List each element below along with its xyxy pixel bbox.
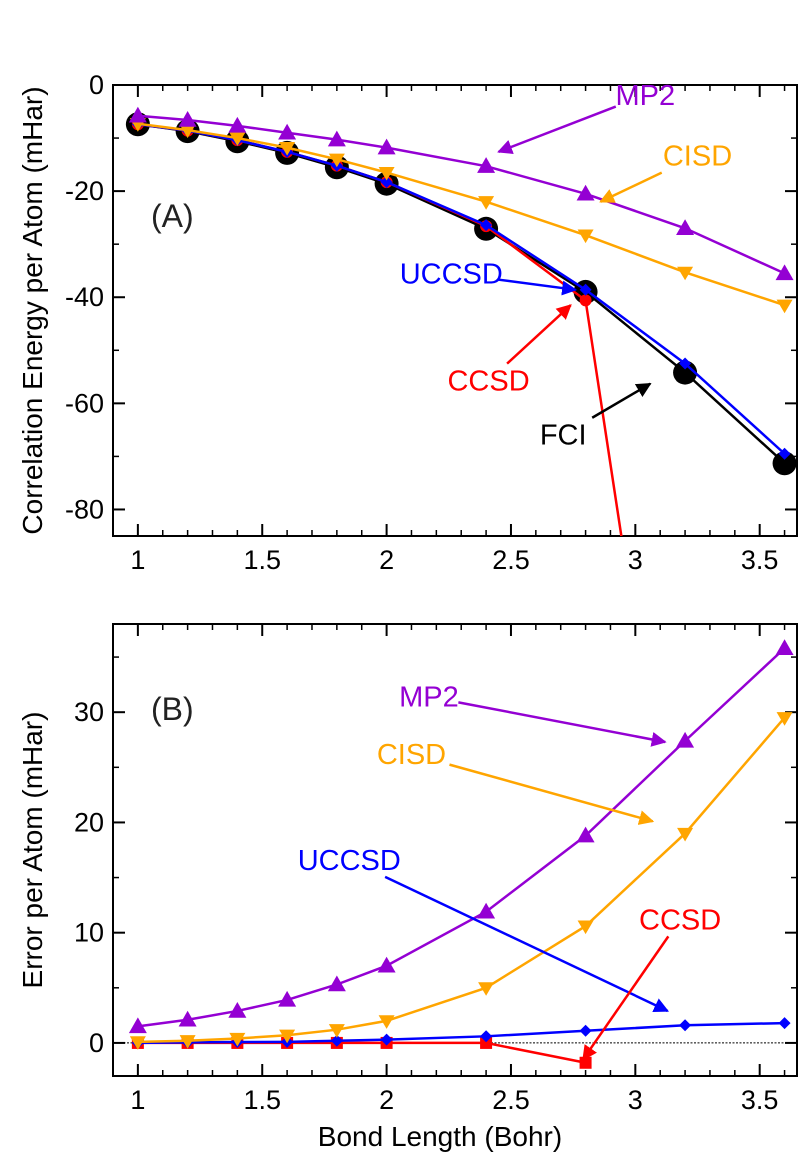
data-point-cisd xyxy=(777,300,793,314)
x-tick-label: 3.5 xyxy=(741,1085,779,1115)
annotation-label-mp2: MP2 xyxy=(615,80,675,112)
data-point-ccsd xyxy=(580,294,592,306)
x-tick-label: 2 xyxy=(379,1085,394,1115)
annotation-arrow-mp2 xyxy=(499,107,616,152)
y-tick-label: 30 xyxy=(74,697,104,727)
annotation-fci: FCI xyxy=(540,384,650,452)
x-tick-label: 2.5 xyxy=(492,1085,530,1115)
annotation-label-ccsd: CCSD xyxy=(447,366,529,398)
y-axis-label: Correlation Energy per Atom (mHar) xyxy=(17,86,48,534)
data-point-uccsd xyxy=(679,1019,691,1031)
annotation-label-fci: FCI xyxy=(540,420,587,452)
x-tick-label: 3.5 xyxy=(741,545,779,575)
x-tick-label: 1.5 xyxy=(243,545,281,575)
x-axis-label: Bond Length (Bohr) xyxy=(318,1121,562,1152)
y-tick-label: -20 xyxy=(65,176,104,206)
annotation-ccsd: CCSD xyxy=(447,305,570,397)
plot-area xyxy=(126,107,797,563)
annotation-arrow-cisd xyxy=(449,765,652,822)
y-tick-label: -60 xyxy=(65,388,104,418)
panel-label: (B) xyxy=(151,691,194,727)
annotation-mp2: MP2 xyxy=(499,80,676,152)
y-tick-label: 0 xyxy=(89,1028,104,1058)
data-point-mp2 xyxy=(776,264,794,280)
annotation-label-cisd: CISD xyxy=(377,739,446,771)
x-tick-label: 3 xyxy=(628,1085,643,1115)
panel-b-error-per-atom: 1 1.5 2 2.5 3 3.5 0 10 20 30 Error per Atom (mHar)… xyxy=(17,624,797,1152)
data-point-ccsd xyxy=(580,1057,592,1069)
panel-a-correlation-energy: 1 1.5 2 2.5 3 3.5 0 -20 -40 -60 -80 Correlation Ene… xyxy=(17,70,797,575)
annotation-cisd: CISD xyxy=(601,141,733,202)
data-point-uccsd xyxy=(779,1017,791,1029)
y-tick-label: 0 xyxy=(89,70,104,100)
x-tick-label: 1 xyxy=(130,1085,145,1115)
series-cisd xyxy=(130,712,793,1050)
annotation-arrow-mp2 xyxy=(458,702,665,742)
annotation-label-mp2: MP2 xyxy=(399,682,459,714)
series-line-cisd xyxy=(138,718,785,1042)
annotation-cisd: CISD xyxy=(377,739,653,821)
series-line-mp2 xyxy=(138,648,785,1026)
annotation-label-uccsd: UCCSD xyxy=(298,845,401,877)
series-line-fci xyxy=(138,124,785,463)
series-line-ccsd xyxy=(138,1043,586,1063)
data-point-mp2 xyxy=(776,639,794,655)
y-tick-label: 20 xyxy=(74,807,104,837)
annotation-mp2: MP2 xyxy=(399,682,665,742)
data-point-cisd xyxy=(578,920,594,934)
x-tick-label: 3 xyxy=(628,545,643,575)
data-point-mp2 xyxy=(378,957,396,973)
y-tick-label: 10 xyxy=(74,918,104,948)
x-tick-label: 2.5 xyxy=(492,545,530,575)
y-tick-label: -80 xyxy=(65,494,104,524)
annotation-arrow-ccsd xyxy=(507,305,571,363)
x-tick-label: 2 xyxy=(379,545,394,575)
annotation-label-uccsd: UCCSD xyxy=(400,258,503,290)
y-tick-label: -40 xyxy=(65,282,104,312)
data-point-mp2 xyxy=(477,903,495,919)
x-tick-label: 1 xyxy=(130,545,145,575)
annotation-arrow-ccsd xyxy=(583,936,668,1059)
y-axis-label: Error per Atom (mHar) xyxy=(17,712,48,989)
data-point-uccsd xyxy=(580,1025,592,1037)
annotation-label-ccsd: CCSD xyxy=(639,904,721,936)
annotation-label-cisd: CISD xyxy=(663,141,732,173)
series-mp2 xyxy=(129,639,794,1033)
x-tick-label: 1.5 xyxy=(243,1085,281,1115)
annotation-arrow-cisd xyxy=(601,173,662,202)
panel-label: (A) xyxy=(151,198,194,234)
